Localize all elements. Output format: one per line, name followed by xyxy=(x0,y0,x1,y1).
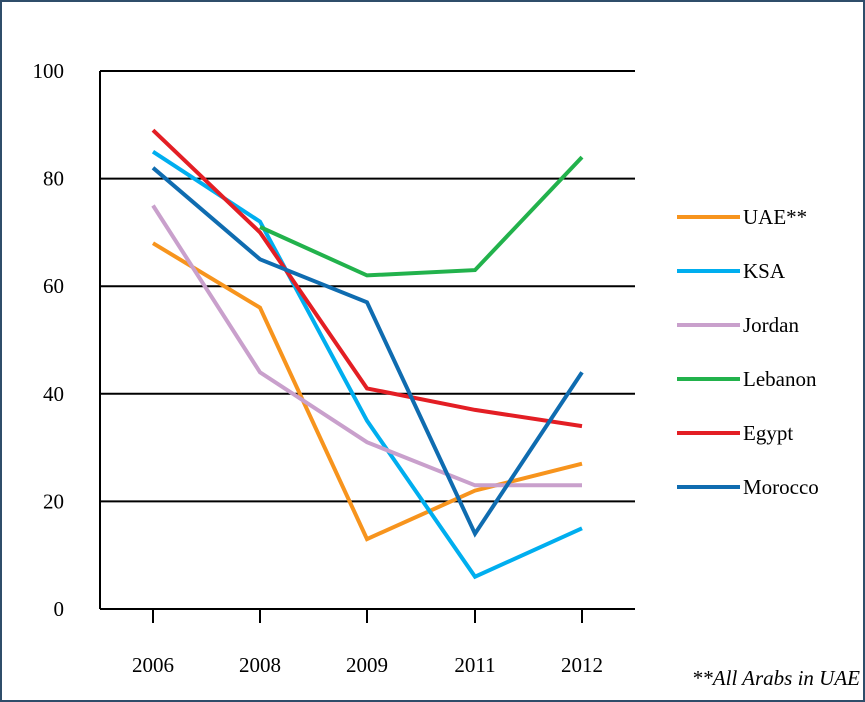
y-tick-label: 100 xyxy=(33,59,65,83)
legend-label: Egypt xyxy=(743,421,793,445)
x-tick-label: 2009 xyxy=(346,653,388,677)
series-line-lebanon xyxy=(259,155,584,278)
gridlines xyxy=(100,70,635,503)
series-line-jordan xyxy=(151,204,582,488)
legend-label: Morocco xyxy=(743,475,819,499)
y-tick-labels: 0 20 40 60 80 100 xyxy=(33,59,65,621)
series-line-egypt xyxy=(151,128,583,429)
x-tick-label: 2006 xyxy=(132,653,174,677)
x-tick-label: 2008 xyxy=(239,653,281,677)
series-lines xyxy=(151,128,584,580)
x-tick-label: 2012 xyxy=(561,653,603,677)
x-tick-labels: 2006 2008 2009 2011 2012 xyxy=(132,653,603,677)
legend-label: KSA xyxy=(743,259,786,283)
legend-label: Jordan xyxy=(743,313,799,337)
y-tick-label: 60 xyxy=(43,274,64,298)
y-tick-label: 80 xyxy=(43,167,64,191)
footnote-annotation: **All Arabs in UAE xyxy=(692,666,860,690)
legend-label: Lebanon xyxy=(743,367,817,391)
legend: UAE** KSA Jordan Lebanon Egypt Morocco xyxy=(677,205,819,499)
series-line-morocco xyxy=(151,166,584,538)
x-tick-label: 2011 xyxy=(454,653,495,677)
y-tick-label: 0 xyxy=(54,597,65,621)
legend-label: UAE** xyxy=(743,205,807,229)
axes xyxy=(99,71,635,623)
y-tick-label: 40 xyxy=(43,382,64,406)
y-tick-label: 20 xyxy=(43,489,64,513)
